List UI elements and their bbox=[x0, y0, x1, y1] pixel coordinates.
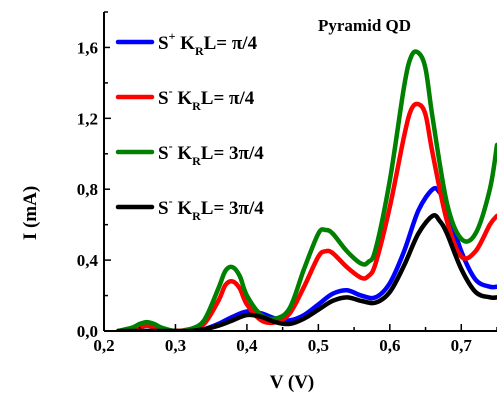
x-tick-label: 0,3 bbox=[165, 336, 186, 355]
legend: S+ KRL= π/4 S- KRL= π/4 S- KRL= 3π/4 S- KRL… bbox=[110, 22, 310, 223]
y-axis-label: I (mA) bbox=[20, 186, 41, 240]
legend-bg bbox=[110, 132, 310, 166]
legend-bg bbox=[110, 77, 310, 111]
x-tick-label: 0,6 bbox=[379, 336, 400, 355]
y-tick-label: 0,8 bbox=[77, 180, 98, 199]
x-tick-label: 0,2 bbox=[93, 336, 114, 355]
legend-label-2: S- KRL= π/4 bbox=[158, 84, 255, 113]
y-tick-label: 0,4 bbox=[77, 251, 99, 270]
x-tick-label: 0,7 bbox=[451, 336, 473, 355]
legend-bg bbox=[110, 22, 310, 56]
x-tick-label: 0,5 bbox=[308, 336, 329, 355]
y-tick-label: 0,0 bbox=[77, 322, 98, 341]
chart-title: Pyramid QD bbox=[318, 16, 411, 35]
x-tick-label: 0,4 bbox=[236, 336, 258, 355]
y-tick-label: 1,2 bbox=[77, 109, 98, 128]
legend-bg bbox=[110, 187, 310, 221]
legend-label-3: S- KRL= 3π/4 bbox=[158, 139, 264, 168]
series-line-4 bbox=[116, 213, 497, 331]
x-axis-label: V (V) bbox=[270, 372, 315, 393]
axis-layer: 0,2 0,3 0,4 0,5 0,6 0,7 0,0 0,4 0,8 1,2 1,6 bbox=[77, 11, 497, 355]
legend-label-1: S+ KRL= π/4 bbox=[158, 29, 258, 58]
y-tick-label: 1,6 bbox=[77, 38, 98, 57]
legend-label-4: S- KRL= 3π/4 bbox=[158, 194, 264, 223]
